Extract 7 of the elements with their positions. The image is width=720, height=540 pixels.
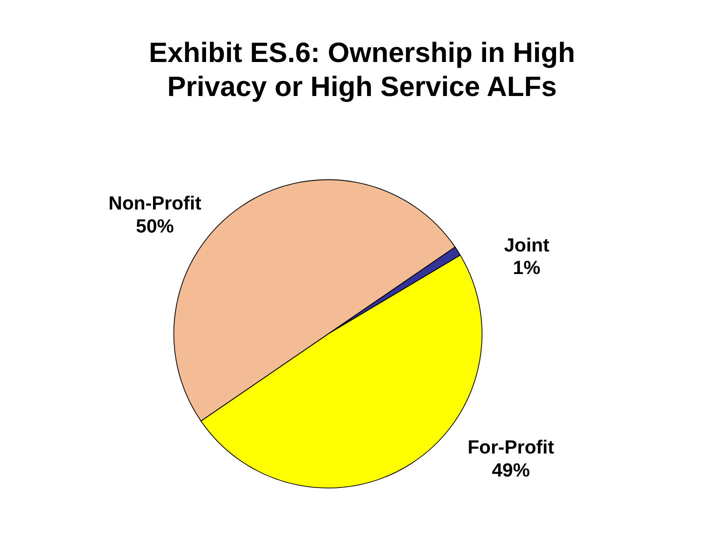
chart-title: Exhibit ES.6: Ownership in High Privacy or High Service ALFs	[148, 37, 576, 102]
data-label: 1%	[512, 258, 540, 280]
slice-label: Joint	[504, 235, 550, 256]
data-label: 49%	[492, 460, 530, 482]
slice-label: Non-Profit	[108, 193, 202, 214]
data-label: 50%	[136, 216, 174, 238]
slice-label: For-Profit	[468, 437, 555, 458]
